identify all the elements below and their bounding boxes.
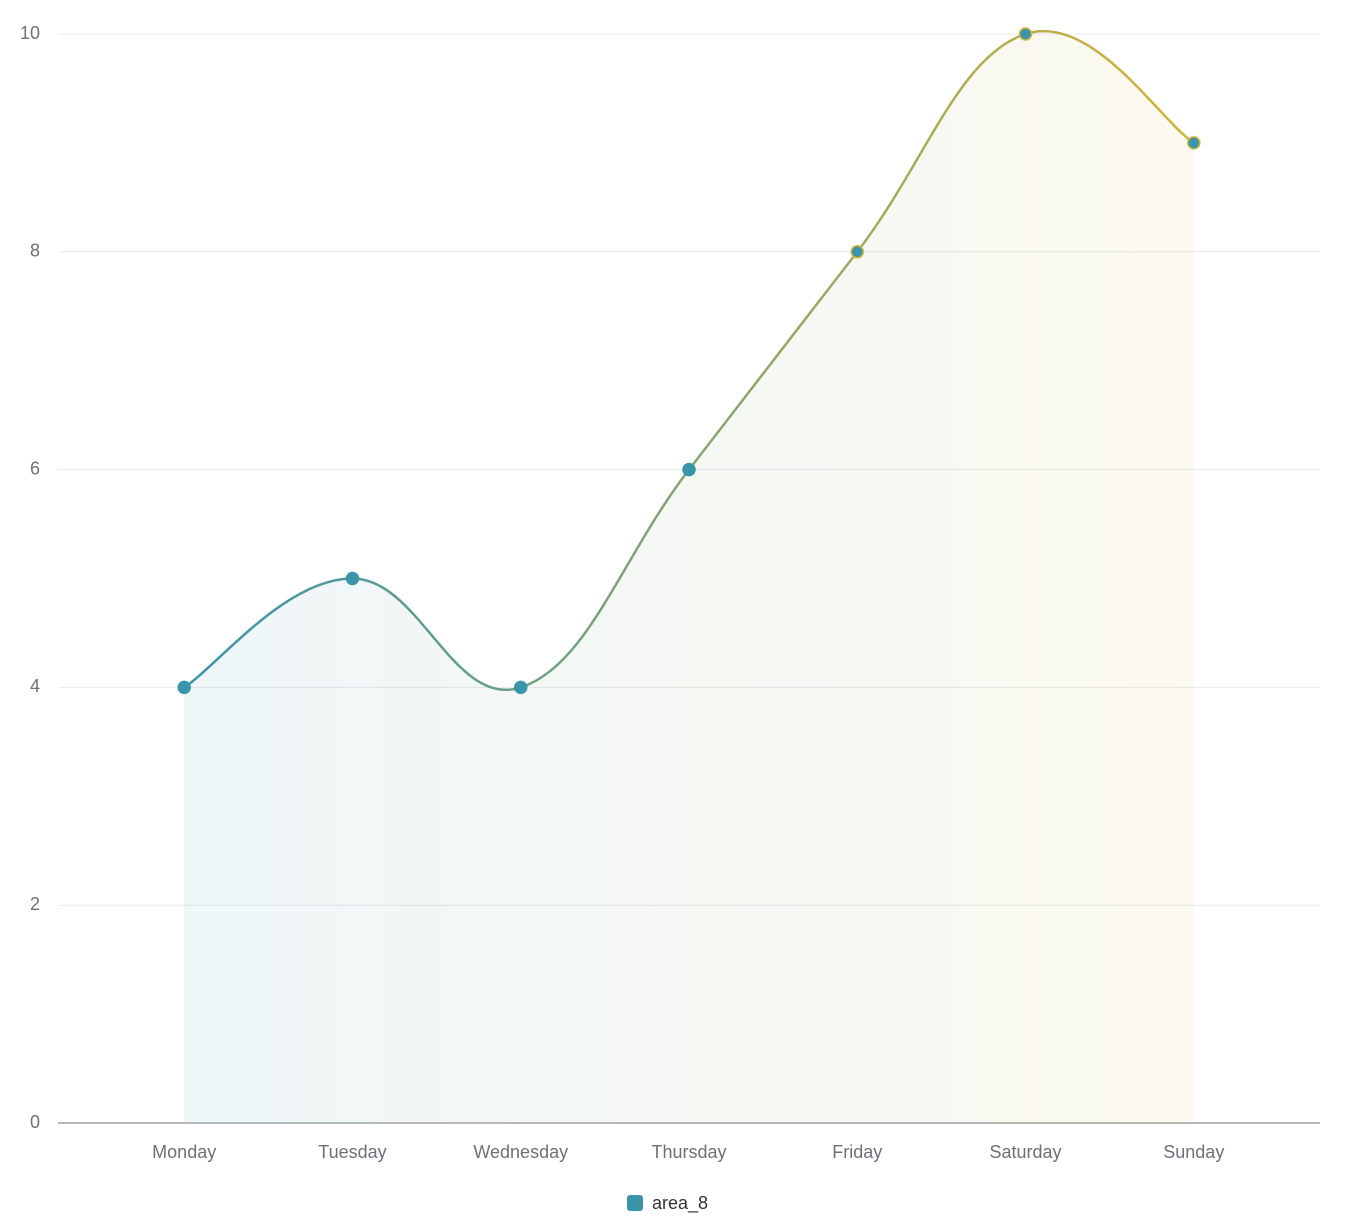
x-tick-label: Friday	[832, 1142, 882, 1162]
y-tick-label: 0	[30, 1112, 40, 1132]
x-tick-label: Thursday	[651, 1142, 726, 1162]
y-tick-label: 10	[20, 23, 40, 43]
legend-label: area_8	[652, 1193, 708, 1214]
point	[1187, 136, 1201, 150]
x-tick-label: Monday	[152, 1142, 216, 1162]
point	[513, 680, 528, 695]
legend-swatch	[627, 1195, 643, 1211]
y-tick-label: 8	[30, 241, 40, 261]
x-tick-label: Saturday	[990, 1142, 1062, 1162]
x-tick-label: Tuesday	[318, 1142, 386, 1162]
y-tick-label: 4	[30, 676, 40, 696]
point	[345, 571, 360, 586]
point	[682, 462, 696, 477]
point	[850, 245, 865, 259]
point	[177, 680, 191, 695]
x-tick-label: Wednesday	[473, 1142, 568, 1162]
y-tick-label: 6	[30, 458, 40, 478]
point	[1018, 27, 1033, 41]
x-tick-label: Sunday	[1163, 1142, 1224, 1162]
area-fill	[184, 31, 1194, 1124]
y-tick-label: 2	[30, 894, 40, 914]
